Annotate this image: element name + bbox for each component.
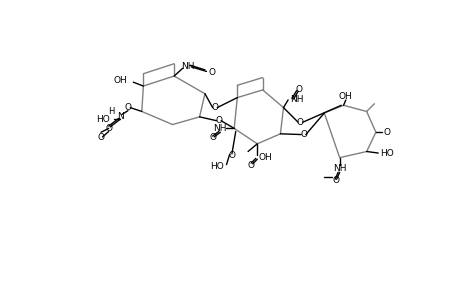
Text: O: O (215, 116, 222, 125)
Text: O: O (297, 118, 303, 127)
Text: OH: OH (258, 153, 272, 162)
Text: HO: HO (380, 148, 393, 158)
Text: OH: OH (113, 76, 127, 85)
Text: O: O (209, 133, 216, 142)
Text: O: O (97, 133, 104, 142)
Text: O: O (299, 130, 306, 139)
Text: N: N (117, 112, 123, 121)
Text: O: O (124, 103, 131, 112)
Text: O: O (383, 128, 390, 137)
Text: NH: NH (213, 124, 227, 133)
Text: NH: NH (181, 62, 194, 71)
Text: HO: HO (95, 115, 109, 124)
Text: OH: OH (337, 92, 351, 100)
Text: O: O (295, 85, 302, 94)
Text: NH: NH (332, 164, 346, 173)
Text: O: O (211, 103, 218, 112)
Text: H: H (108, 107, 115, 116)
Text: O: O (105, 124, 112, 133)
Text: O: O (247, 161, 254, 170)
Text: O: O (208, 68, 215, 77)
Text: NH: NH (289, 94, 302, 103)
Text: O: O (228, 151, 235, 160)
Text: O: O (331, 176, 339, 185)
Text: HO: HO (210, 162, 224, 171)
